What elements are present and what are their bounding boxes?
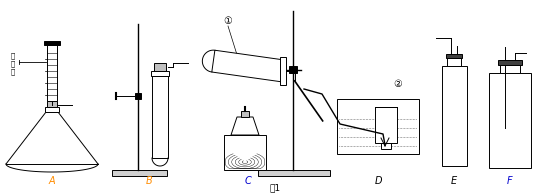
Polygon shape [231,117,259,135]
Bar [241,111,249,117]
Bar [500,65,520,73]
Polygon shape [212,50,284,82]
Bar [45,107,59,112]
Bar [258,170,330,176]
Text: 注: 注 [11,53,15,59]
Text: A: A [49,176,55,186]
Text: E: E [451,176,457,186]
Text: F: F [507,176,513,186]
Bar [154,63,166,71]
Bar [47,101,57,107]
Text: 器: 器 [11,69,15,75]
Bar [375,107,397,143]
Bar [135,93,141,99]
Bar [489,73,531,168]
Bar [152,76,168,158]
Bar [337,99,419,154]
Text: 图1: 图1 [269,184,281,192]
Bar [289,66,297,73]
Bar [47,45,57,101]
Bar [224,135,266,170]
Text: 射: 射 [11,61,15,67]
Text: B: B [146,176,153,186]
Text: ①: ① [223,16,232,26]
Bar [446,54,462,58]
Bar [381,143,391,149]
Bar [442,66,467,166]
Text: D: D [374,176,381,186]
Bar [44,41,60,45]
Bar [151,71,169,76]
Bar [498,60,522,65]
Bar [447,58,461,66]
Text: C: C [245,176,251,186]
Bar [112,170,167,176]
Bar [280,57,286,85]
Text: ②: ② [393,79,402,89]
